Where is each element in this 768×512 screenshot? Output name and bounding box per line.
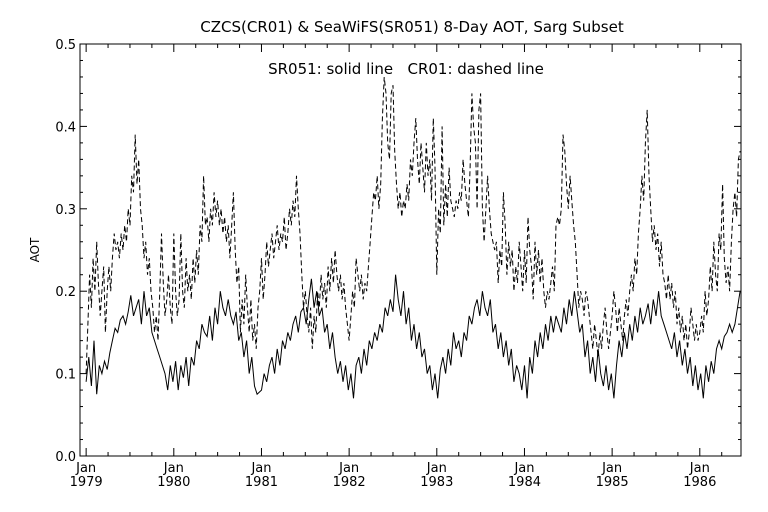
x-tick-year: 1983: [420, 475, 453, 490]
series-annotation: SR051: solid line CR01: dashed line: [268, 60, 544, 78]
series-line-cr01: [85, 76, 741, 374]
x-tick-month: Jan: [75, 461, 96, 476]
y-axis-label: AOT: [28, 237, 42, 262]
x-tick-month: Jan: [601, 461, 622, 476]
x-tick-month: Jan: [513, 461, 534, 476]
y-tick-label: 0.0: [55, 450, 76, 465]
y-tick-label: 0.2: [55, 285, 76, 300]
y-axis: 0.0 0.1 0.2 0.3 0.4 0.5: [55, 38, 741, 465]
x-tick-month: Jan: [338, 461, 359, 476]
x-tick-year: 1986: [683, 475, 716, 490]
series-layer: [85, 76, 741, 399]
x-tick-month: Jan: [689, 461, 710, 476]
x-tick-year: 1984: [508, 475, 541, 490]
x-tick-month: Jan: [250, 461, 271, 476]
y-tick-label: 0.3: [55, 203, 76, 218]
x-tick-month: Jan: [163, 461, 184, 476]
plot-frame: [79, 43, 742, 457]
x-tick-year: 1985: [596, 475, 629, 490]
y-tick-label: 0.4: [55, 120, 76, 135]
x-tick-year: 1980: [157, 475, 190, 490]
x-tick-year: 1982: [333, 475, 366, 490]
x-axis: Jan1979Jan1980Jan1981Jan1982Jan1983Jan19…: [70, 44, 723, 490]
y-tick-label: 0.1: [55, 368, 76, 383]
chart-title: CZCS(CR01) & SeaWiFS(SR051) 8-Day AOT, S…: [200, 18, 624, 36]
y-tick-label: 0.5: [55, 38, 76, 53]
x-tick-year: 1981: [245, 475, 278, 490]
x-tick-month: Jan: [426, 461, 447, 476]
series-line-sr051: [85, 274, 741, 399]
x-tick-year: 1979: [70, 475, 103, 490]
